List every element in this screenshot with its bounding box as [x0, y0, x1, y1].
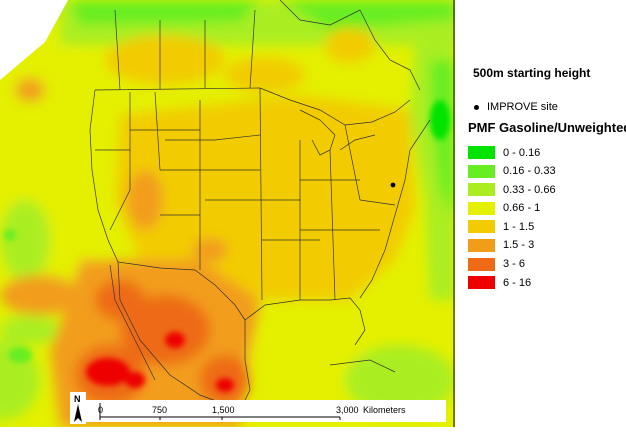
- legend-swatch: [468, 276, 495, 290]
- legend-list: 0 - 0.16 0.16 - 0.33 0.33 - 0.66 0.66 - 1 1 …: [468, 146, 556, 295]
- legend-label: 1.5 - 3: [503, 239, 535, 252]
- improve-site-marker: [390, 182, 396, 188]
- legend-item: 1 - 1.5: [468, 220, 556, 234]
- north-arrow: N: [70, 392, 86, 424]
- site-dot-icon: [474, 104, 479, 110]
- legend-label: 1 - 1.5: [503, 220, 535, 233]
- legend-item: 0.33 - 0.66: [468, 183, 556, 197]
- scale-bar: 0 750 1,500 3,000 Kilometers: [86, 400, 446, 422]
- scale-tick-1500: 1,500: [212, 405, 235, 415]
- legend-item: 0 - 0.16: [468, 146, 556, 159]
- scale-tick-0: 0: [98, 405, 103, 415]
- scale-unit: Kilometers: [363, 405, 406, 415]
- legend-swatch: [468, 238, 495, 252]
- north-label: N: [74, 394, 81, 404]
- legend-label: 0.66 - 1: [503, 202, 541, 215]
- political-boundaries: [89, 0, 431, 411]
- concentration-map: 0 750 1,500 3,000 Kilometers N: [0, 0, 455, 427]
- legend-swatch: [468, 183, 495, 197]
- legend-swatch: [468, 146, 495, 159]
- legend-swatch: [468, 257, 495, 271]
- legend-title: PMF Gasoline/Unweighted: [468, 120, 626, 135]
- legend-swatch: [468, 201, 495, 215]
- legend-item: 3 - 6: [468, 257, 556, 271]
- map-subtitle: 500m starting height: [473, 66, 591, 80]
- legend-item: 0.66 - 1: [468, 201, 556, 215]
- legend-label: 6 - 16: [503, 276, 532, 289]
- legend-label: 0.33 - 0.66: [503, 183, 556, 196]
- scale-tick-750: 750: [152, 405, 167, 415]
- legend-label: 3 - 6: [503, 258, 526, 271]
- legend-swatch: [468, 164, 495, 178]
- legend-item: 1.5 - 3: [468, 238, 556, 252]
- legend-swatch: [468, 220, 495, 234]
- legend-item: 6 - 16: [468, 276, 556, 290]
- site-legend-label: IMPROVE site: [487, 101, 558, 113]
- scale-tick-3000: 3,000: [336, 405, 359, 415]
- map-canvas: 0 750 1,500 3,000 Kilometers N: [0, 0, 455, 427]
- legend-panel: 500m starting height IMPROVE site PMF Ga…: [455, 0, 626, 427]
- legend-item: 0.16 - 0.33: [468, 164, 556, 178]
- north-arrow-icon: [74, 404, 82, 422]
- site-legend: IMPROVE site: [474, 101, 558, 113]
- legend-label: 0.16 - 0.33: [503, 165, 556, 178]
- legend-label: 0 - 0.16: [503, 146, 541, 159]
